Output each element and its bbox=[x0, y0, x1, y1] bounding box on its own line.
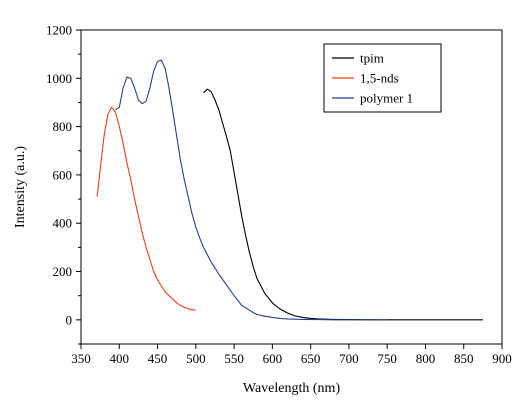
series-line-polymer-1 bbox=[115, 59, 388, 321]
legend-label: tpim bbox=[360, 51, 384, 66]
x-tick-label: 500 bbox=[186, 351, 206, 366]
y-tick-label: 800 bbox=[53, 119, 73, 134]
series-layer bbox=[96, 59, 483, 321]
y-tick-label: 600 bbox=[53, 167, 73, 182]
y-axis-label: Intensity (a.u.) bbox=[13, 146, 28, 228]
y-tick-label: 1200 bbox=[46, 23, 72, 38]
series-line-1-5-nds bbox=[96, 106, 196, 311]
x-axis: 350 400 450 500 550 600 650 700 750 800 850 900 bbox=[71, 344, 512, 366]
y-tick-label: 1000 bbox=[46, 71, 72, 86]
y-tick-label: 200 bbox=[53, 264, 73, 279]
plot-area-border bbox=[80, 29, 503, 345]
x-tick-label: 450 bbox=[148, 351, 168, 366]
x-tick-label: 400 bbox=[110, 351, 130, 366]
x-tick-label: 800 bbox=[416, 351, 436, 366]
legend: tpim 1,5-nds polymer 1 bbox=[323, 43, 442, 113]
y-tick-label: 0 bbox=[66, 312, 73, 327]
x-tick-label: 850 bbox=[454, 351, 474, 366]
x-tick-label: 550 bbox=[224, 351, 244, 366]
x-axis-label: Wavelength (nm) bbox=[243, 381, 341, 396]
y-tick-label: 400 bbox=[53, 216, 73, 231]
x-tick-label: 650 bbox=[301, 351, 321, 366]
axes-frame bbox=[80, 29, 503, 345]
x-tick-label: 700 bbox=[339, 351, 359, 366]
legend-label: 1,5-nds bbox=[360, 71, 399, 86]
x-tick-label: 350 bbox=[71, 351, 91, 366]
x-tick-label: 600 bbox=[263, 351, 283, 366]
x-tick-label: 900 bbox=[492, 351, 512, 366]
legend-label: polymer 1 bbox=[360, 91, 413, 106]
series-line-tpim bbox=[203, 88, 483, 321]
x-tick-label: 750 bbox=[377, 351, 397, 366]
y-axis: 0 200 400 600 800 1000 1200 bbox=[46, 23, 81, 345]
